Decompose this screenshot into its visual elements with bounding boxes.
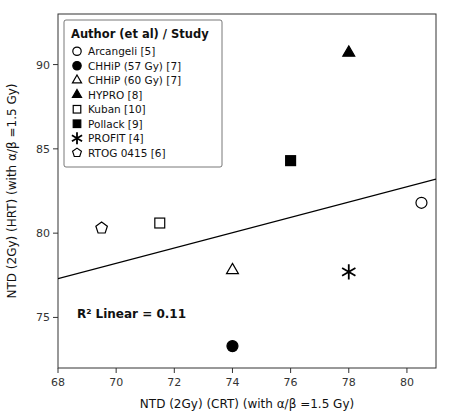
x-tick bbox=[348, 368, 349, 373]
x-tick bbox=[290, 368, 291, 373]
y-tick bbox=[53, 317, 58, 318]
legend-label: RTOG 0415 [6] bbox=[88, 147, 166, 159]
data-point bbox=[155, 218, 165, 228]
legend-label: Pollack [9] bbox=[88, 118, 143, 130]
legend-label: CHHiP (57 Gy) [7] bbox=[88, 60, 181, 72]
y-axis-label: NTD (2Gy) (HRT) (with α/β =1.5 Gy) bbox=[5, 84, 19, 299]
legend-label: HYPRO [8] bbox=[88, 89, 142, 101]
data-point bbox=[227, 263, 239, 273]
regression-line bbox=[58, 179, 436, 278]
plot-area bbox=[58, 46, 436, 352]
data-point bbox=[227, 341, 238, 352]
y-tick-label: 85 bbox=[36, 143, 50, 156]
x-tick-label: 76 bbox=[284, 376, 298, 389]
x-tick-label: 80 bbox=[400, 376, 414, 389]
data-point bbox=[342, 264, 355, 279]
legend: Author (et al) / Study Arcangeli [5] CHHiP… bbox=[64, 20, 222, 167]
x-tick-label: 68 bbox=[51, 376, 65, 389]
x-tick-label: 70 bbox=[109, 376, 123, 389]
x-tick bbox=[58, 368, 59, 373]
x-tick bbox=[232, 368, 233, 373]
y-tick bbox=[53, 233, 58, 234]
x-tick-label: 74 bbox=[225, 376, 239, 389]
legend-box bbox=[64, 20, 222, 167]
legend-marker bbox=[73, 120, 81, 128]
background bbox=[0, 0, 450, 420]
y-tick-label: 90 bbox=[36, 59, 50, 72]
chart: 68 70 72 74 76 78 80 75 80 85 90 NTD (2Gy) (CRT) (w… bbox=[0, 0, 450, 420]
data-point bbox=[343, 46, 355, 56]
x-tick bbox=[174, 368, 175, 373]
x-tick bbox=[406, 368, 407, 373]
y-tick bbox=[53, 64, 58, 65]
legend-marker bbox=[73, 62, 81, 70]
legend-label: Arcangeli [5] bbox=[88, 45, 155, 57]
legend-marker bbox=[73, 47, 81, 55]
y-tick bbox=[53, 148, 58, 149]
data-point bbox=[286, 156, 296, 166]
legend-marker bbox=[72, 75, 81, 83]
legend-title: Author (et al) / Study bbox=[71, 27, 209, 41]
plot-frame bbox=[58, 14, 436, 368]
legend-marker bbox=[72, 90, 81, 98]
y-tick-label: 75 bbox=[36, 311, 50, 324]
legend-label: CHHiP (60 Gy) [7] bbox=[88, 74, 181, 86]
legend-label: PROFIT [4] bbox=[88, 132, 144, 144]
annotation: R² Linear = 0.11 bbox=[77, 307, 186, 321]
legend-marker bbox=[73, 105, 81, 113]
x-tick-label: 78 bbox=[342, 376, 356, 389]
y-tick-label: 80 bbox=[36, 227, 50, 240]
data-point bbox=[416, 197, 427, 208]
legend-marker bbox=[72, 132, 82, 144]
x-tick-label: 72 bbox=[167, 376, 181, 389]
legend-label: Kuban [10] bbox=[88, 103, 146, 115]
x-tick bbox=[116, 368, 117, 373]
x-axis-label: NTD (2Gy) (CRT) (with α/β =1.5 Gy) bbox=[140, 397, 354, 411]
data-point bbox=[96, 222, 108, 233]
legend-marker bbox=[73, 148, 82, 156]
